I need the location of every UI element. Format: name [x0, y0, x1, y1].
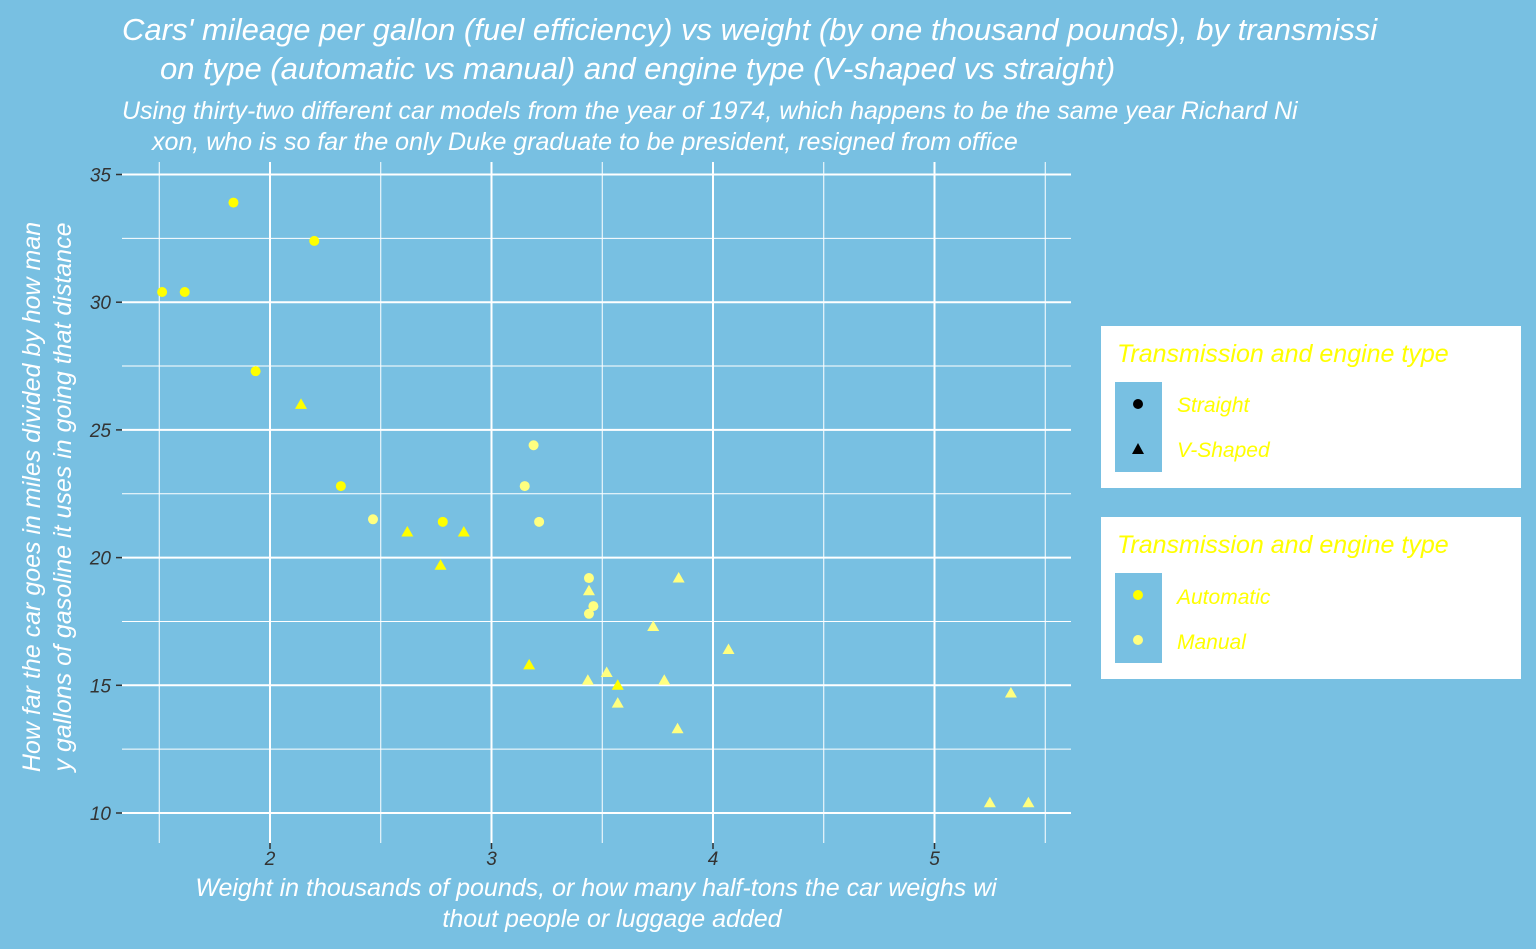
y-tick-label: 35	[90, 166, 112, 187]
data-point-triangle	[600, 666, 613, 678]
legend-key-straight	[1115, 382, 1162, 427]
data-point-circle	[250, 366, 261, 377]
data-point-circle	[437, 516, 448, 527]
x-tick-label: 3	[486, 849, 497, 870]
x-axis-label-line-1: Weight in thousands of pounds, or how ma…	[195, 874, 998, 902]
data-point-triangle	[658, 674, 671, 685]
data-point-triangle	[983, 796, 996, 808]
data-point-circle	[367, 514, 378, 525]
legend-key-automatic	[1115, 573, 1162, 618]
legend-key-v-shaped	[1115, 427, 1162, 472]
x-tick-label: 5	[929, 849, 940, 870]
y-tick-label: 25	[89, 421, 112, 442]
data-point-triangle	[457, 526, 470, 537]
y-axis-label: How far the car goes in miles divided by…	[18, 222, 77, 774]
axes: 2 3 4 5 10 15 20 25 30 35	[89, 166, 940, 871]
legend-shape-title: Transmission and engine type	[1117, 340, 1449, 368]
data-point-circle	[157, 286, 168, 297]
chart-subtitle: Using thirty-two different car models fr…	[122, 96, 1522, 158]
data-point-triangle	[582, 584, 595, 596]
data-point-circle	[588, 601, 599, 612]
chart-title-line-1: Cars' mileage per gallon (fuel efficienc…	[122, 12, 1378, 47]
y-tick-label: 15	[90, 676, 112, 697]
x-tick-label: 2	[264, 849, 276, 870]
data-point-circle	[583, 608, 594, 619]
data-point-triangle	[1004, 686, 1017, 698]
chart-title: Cars' mileage per gallon (fuel efficienc…	[122, 10, 1536, 88]
data-point-circle	[179, 286, 190, 297]
chart-subtitle-line-2: xon, who is so far the only Duke graduat…	[152, 128, 1018, 156]
data-point-circle	[309, 235, 320, 246]
grid	[122, 162, 1071, 843]
data-point-triangle	[647, 620, 660, 632]
data-point-circle	[528, 440, 539, 451]
data-point-circle	[519, 481, 530, 492]
data-point-circle	[534, 516, 545, 527]
legend-color: Transmission and engine type Automatic M…	[1101, 517, 1521, 679]
data-point-triangle	[611, 697, 624, 708]
data-points	[157, 197, 1035, 808]
y-tick-label: 20	[89, 549, 112, 570]
legend-key-manual	[1115, 618, 1162, 663]
legend-label-manual: Manual	[1177, 631, 1246, 654]
y-tick-label: 30	[90, 293, 112, 314]
data-point-circle	[583, 573, 594, 584]
data-point-triangle	[523, 658, 536, 670]
data-point-triangle	[434, 559, 447, 570]
data-point-triangle	[611, 679, 624, 690]
data-point-triangle	[672, 572, 685, 583]
data-point-triangle	[722, 643, 735, 655]
data-point-triangle	[1022, 796, 1035, 808]
legend-shape: Transmission and engine type Straight V-…	[1101, 326, 1521, 488]
legend-color-title: Transmission and engine type	[1117, 531, 1449, 559]
circle-icon	[1133, 635, 1143, 645]
data-point-circle	[335, 481, 346, 492]
x-tick-label: 4	[708, 849, 719, 870]
y-axis-label-line-2: y gallons of gasoline it uses in going t…	[49, 223, 77, 774]
data-point-triangle	[581, 674, 594, 685]
circle-icon	[1133, 399, 1143, 409]
data-point-triangle	[401, 526, 414, 537]
data-point-triangle	[671, 722, 684, 734]
chart-subtitle-line-1: Using thirty-two different car models fr…	[122, 97, 1298, 125]
chart-title-line-2: on type (automatic vs manual) and engine…	[160, 51, 1116, 86]
triangle-icon	[1132, 443, 1144, 454]
data-point-triangle	[295, 398, 308, 409]
data-point-circle	[228, 197, 239, 208]
circle-icon	[1133, 590, 1143, 600]
legend-label-automatic: Automatic	[1177, 586, 1271, 609]
legend-label-v-shaped: V-Shaped	[1177, 439, 1270, 462]
legend-label-straight: Straight	[1177, 394, 1250, 417]
y-axis-label-line-1: How far the car goes in miles divided by…	[18, 222, 46, 772]
y-tick-label: 10	[90, 804, 112, 825]
x-axis-label-line-2: thout people or luggage added	[442, 905, 782, 933]
